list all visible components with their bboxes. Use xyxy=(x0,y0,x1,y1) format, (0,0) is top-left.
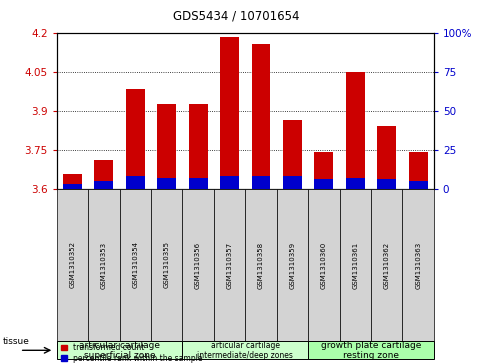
Text: GSM1310353: GSM1310353 xyxy=(101,241,107,289)
Bar xyxy=(346,72,365,189)
Bar xyxy=(157,104,176,189)
Bar xyxy=(315,179,333,189)
Text: GSM1310359: GSM1310359 xyxy=(289,241,295,289)
Bar xyxy=(63,175,82,189)
Legend: transformed count, percentile rank within the sample: transformed count, percentile rank withi… xyxy=(61,343,202,363)
Bar xyxy=(94,160,113,189)
Text: GSM1310360: GSM1310360 xyxy=(321,241,327,289)
Bar xyxy=(220,176,239,189)
Text: articular cartilage
intermediate/deep zones: articular cartilage intermediate/deep zo… xyxy=(197,340,293,360)
Bar xyxy=(189,178,208,189)
Text: GSM1310354: GSM1310354 xyxy=(132,241,138,289)
Text: GSM1310361: GSM1310361 xyxy=(352,241,358,289)
Bar xyxy=(220,37,239,189)
Bar xyxy=(94,181,113,189)
Bar xyxy=(126,89,145,189)
Bar xyxy=(283,176,302,189)
Text: GSM1310356: GSM1310356 xyxy=(195,241,201,289)
Bar xyxy=(157,178,176,189)
Text: GSM1310357: GSM1310357 xyxy=(227,241,233,289)
Bar xyxy=(409,181,427,189)
Text: GSM1310363: GSM1310363 xyxy=(415,241,421,289)
Text: articular cartilage
superficial zone: articular cartilage superficial zone xyxy=(79,340,160,360)
Text: GSM1310358: GSM1310358 xyxy=(258,241,264,289)
Bar xyxy=(346,178,365,189)
Text: GSM1310355: GSM1310355 xyxy=(164,241,170,289)
Bar xyxy=(377,179,396,189)
Bar xyxy=(189,104,208,189)
Text: GDS5434 / 10701654: GDS5434 / 10701654 xyxy=(174,9,300,22)
Text: GSM1310352: GSM1310352 xyxy=(70,241,75,289)
Bar xyxy=(409,152,427,189)
Text: growth plate cartilage
resting zone: growth plate cartilage resting zone xyxy=(321,340,421,360)
Text: tissue: tissue xyxy=(2,337,30,346)
Bar xyxy=(251,176,270,189)
Bar xyxy=(315,152,333,189)
Bar xyxy=(377,126,396,189)
Bar xyxy=(283,120,302,189)
Bar xyxy=(251,44,270,189)
Bar xyxy=(63,184,82,189)
Bar xyxy=(126,176,145,189)
Text: GSM1310362: GSM1310362 xyxy=(384,241,389,289)
